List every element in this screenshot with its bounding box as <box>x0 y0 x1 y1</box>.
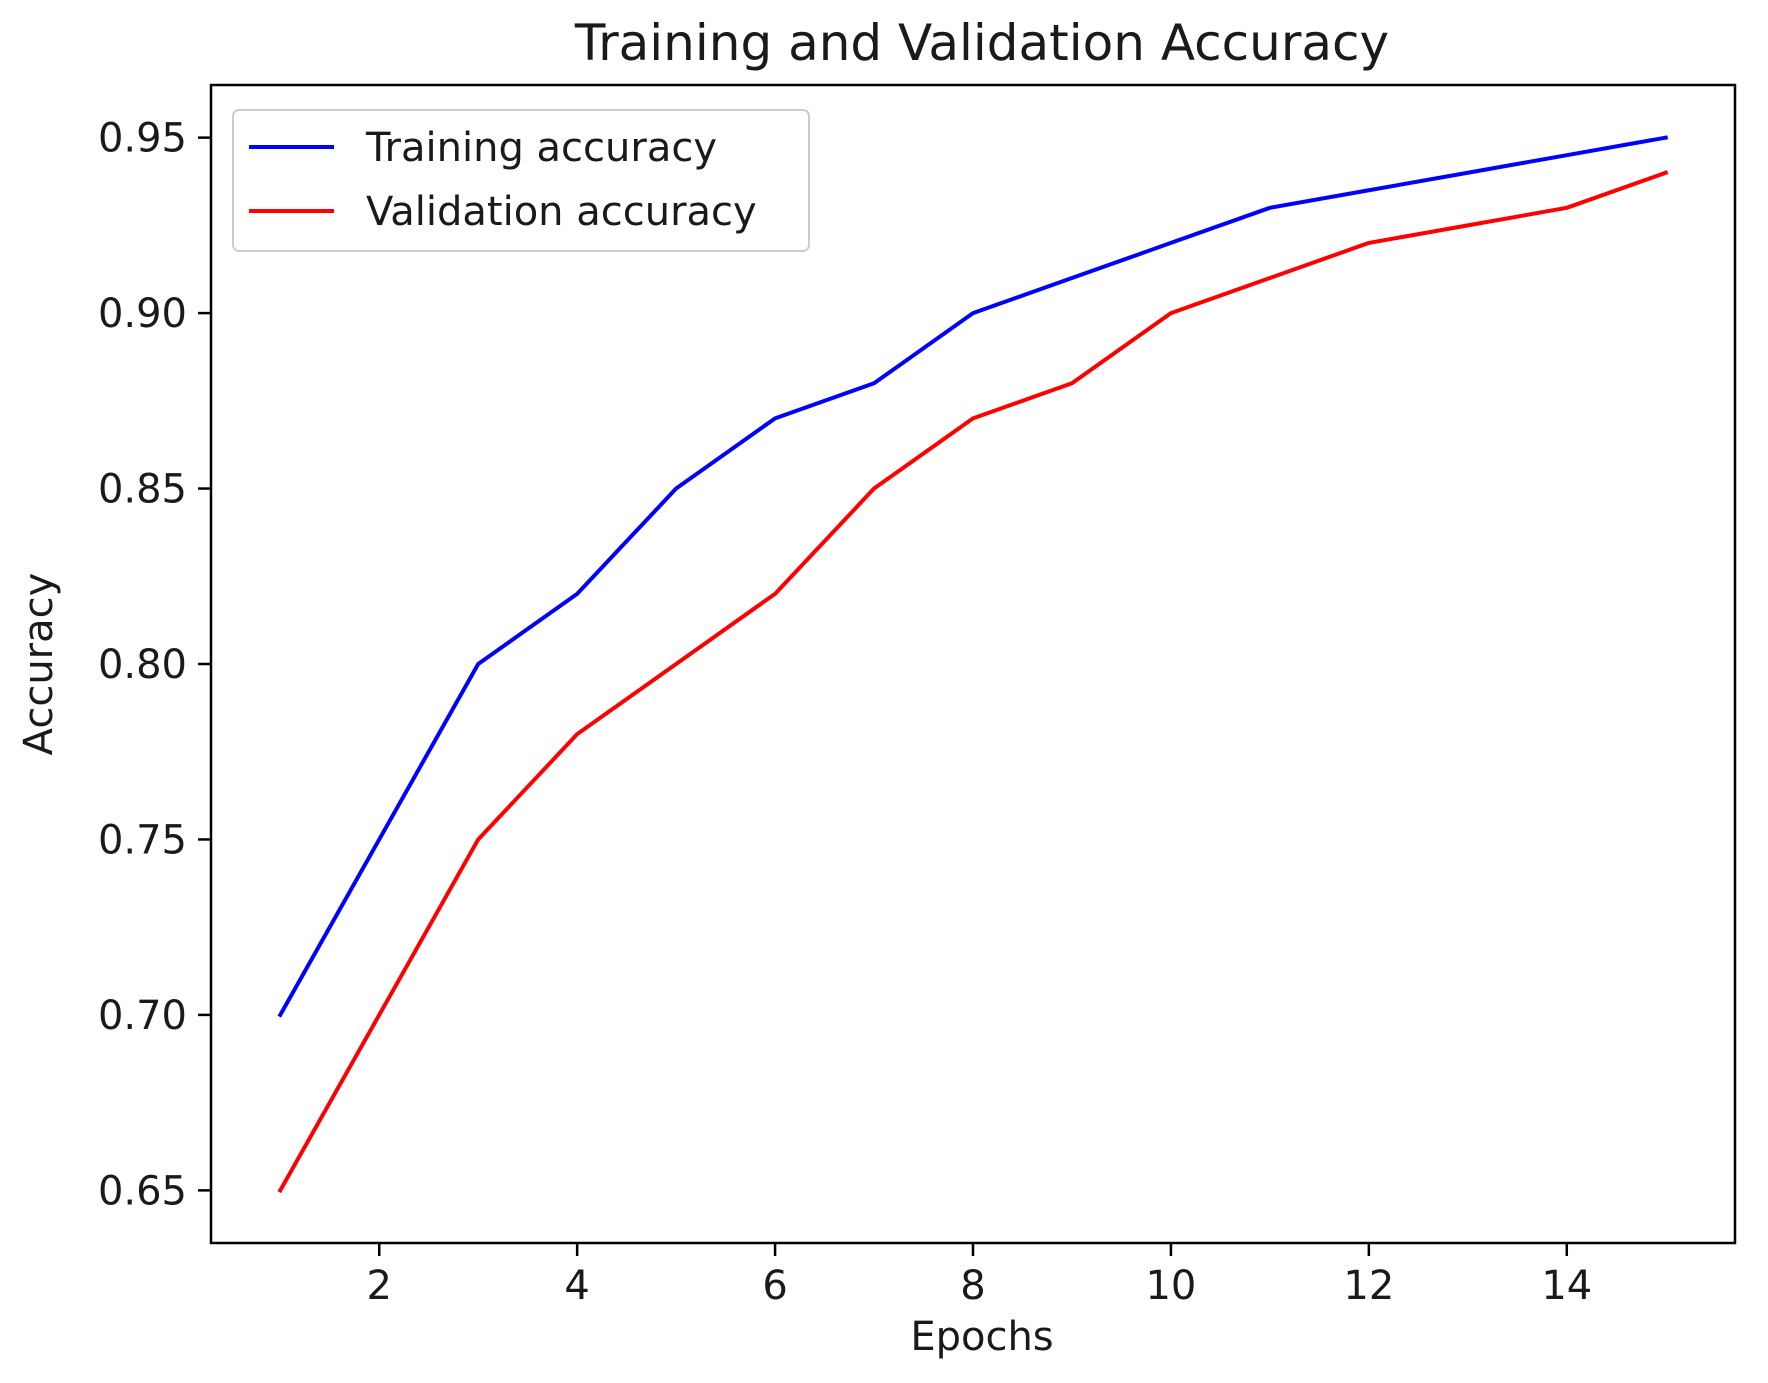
legend-box <box>232 109 810 252</box>
x-tick-label: 6 <box>762 1263 787 1309</box>
plot-area <box>277 135 1669 1194</box>
x-axis-label: Epochs <box>910 1314 1053 1360</box>
series-line-1 <box>277 170 1669 1194</box>
y-axis: 0.65 0.70 0.75 0.80 0.85 0.90 0.95 <box>98 116 211 1214</box>
y-axis-label: Accuracy <box>16 573 62 756</box>
chart-title: Training and Validation Accuracy <box>574 14 1389 72</box>
y-tick-label: 0.70 <box>98 993 187 1039</box>
x-tick-label: 8 <box>960 1263 985 1309</box>
y-tick-label: 0.75 <box>98 817 187 863</box>
y-tick-label: 0.90 <box>98 291 187 337</box>
legend-label-0: Training accuracy <box>365 125 717 171</box>
series-line-0 <box>277 135 1669 1018</box>
legend: Training accuracy Validation accuracy <box>232 109 810 252</box>
x-tick-label: 10 <box>1145 1263 1196 1309</box>
x-tick-label: 2 <box>367 1263 392 1309</box>
legend-label-1: Validation accuracy <box>366 189 757 235</box>
y-tick-label: 0.85 <box>98 467 187 513</box>
x-axis: 2 4 6 8 10 12 14 <box>367 1243 1592 1309</box>
y-tick-label: 0.65 <box>98 1168 187 1214</box>
y-tick-label: 0.80 <box>98 642 187 688</box>
y-tick-label: 0.95 <box>98 116 187 162</box>
x-tick-label: 12 <box>1343 1263 1394 1309</box>
x-tick-label: 14 <box>1541 1263 1592 1309</box>
x-tick-label: 4 <box>564 1263 589 1309</box>
